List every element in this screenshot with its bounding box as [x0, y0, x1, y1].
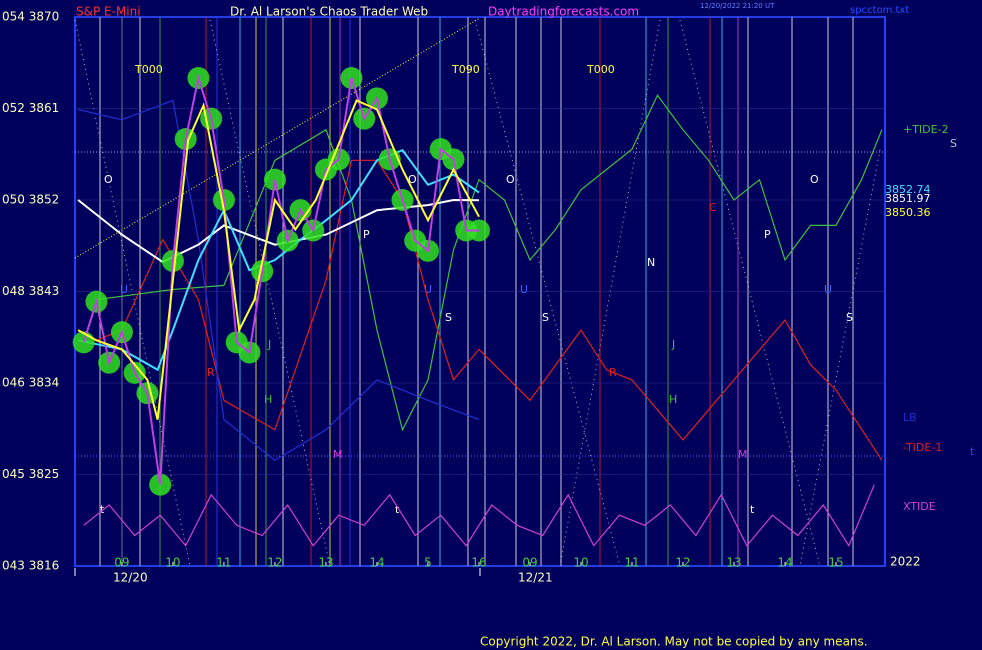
series-label: -TIDE-1	[903, 441, 942, 454]
annotation: J	[671, 338, 675, 351]
diagonal-line	[799, 149, 881, 567]
annotation: N	[647, 256, 655, 269]
site: Daytradingforecasts.com	[488, 5, 639, 19]
annotation: t	[395, 503, 400, 516]
annotation: O	[506, 173, 515, 186]
annotation: O	[810, 173, 819, 186]
series-label: XTIDE	[903, 500, 936, 513]
x-tick-label: 13	[318, 556, 333, 570]
last-value: 3850.36	[885, 206, 931, 219]
series	[96, 159, 883, 461]
annotation: S	[950, 137, 957, 150]
y-tick-label: 045 3825	[2, 467, 59, 481]
x-tick-label: 10	[165, 556, 180, 570]
y-tick-label: 050 3852	[2, 193, 59, 207]
annotation: t	[970, 445, 975, 458]
series-line	[77, 99, 480, 462]
diagonal-line	[209, 19, 331, 567]
series-line	[83, 484, 875, 548]
annotation: U	[824, 283, 832, 296]
series-line	[77, 99, 480, 420]
date-label: 12/21	[518, 571, 553, 585]
annotation: R	[207, 366, 215, 379]
x-tick-label: 11	[216, 556, 231, 570]
x-tick-label: 14	[777, 556, 792, 570]
annotation: U	[520, 283, 528, 296]
x-tick-label: 5	[424, 556, 432, 570]
x-tick-label: 15	[828, 556, 843, 570]
annotation: S	[542, 311, 549, 324]
annotation: T000	[134, 63, 163, 76]
series-line	[96, 159, 883, 461]
diagonal-line	[474, 19, 621, 567]
series	[77, 99, 480, 462]
annotation: U	[120, 283, 128, 296]
last-value: 3851.97	[885, 192, 931, 205]
x-tick-label: 16	[471, 556, 486, 570]
annotation: t	[100, 503, 105, 516]
annotation: H	[264, 393, 272, 406]
x-tick-label: 11	[624, 556, 639, 570]
y-tick-label: 048 3843	[2, 284, 59, 298]
series	[83, 484, 875, 548]
annotation: S	[846, 311, 853, 324]
x-tick-label: 12	[267, 556, 282, 570]
annotation: O	[408, 173, 417, 186]
series	[72, 67, 490, 496]
file-name: spcctom.txt	[850, 5, 909, 16]
annotation: T000	[586, 63, 615, 76]
annotation: J	[267, 338, 271, 351]
annotation: U	[424, 283, 432, 296]
annotation: C	[709, 201, 717, 214]
annotation: H	[669, 393, 677, 406]
series-label: +TIDE-2	[903, 123, 949, 136]
annotation: P	[764, 228, 771, 241]
copyright: Copyright 2022, Dr. Al Larson. May not b…	[480, 635, 868, 649]
x-tick-label: 14	[369, 556, 384, 570]
annotation: P	[363, 228, 370, 241]
chart-title: Dr. Al Larson's Chaos Trader Web	[230, 5, 428, 19]
last-value: 3852.74	[885, 183, 931, 196]
y-tick-label: 052 3861	[2, 101, 59, 115]
date-label: 12/20	[113, 571, 148, 585]
y-tick-label: 043 3816	[2, 559, 59, 573]
instrument: S&P E-Mini	[76, 5, 141, 19]
date-label: 2022	[890, 555, 921, 569]
annotation: M	[738, 448, 748, 461]
x-tick-label: 10	[573, 556, 588, 570]
annotation: S	[445, 311, 452, 324]
x-tick-label: 12	[675, 556, 690, 570]
x-tick-label: 09	[114, 556, 129, 570]
y-tick-label: 046 3834	[2, 376, 59, 390]
annotation: M	[333, 448, 343, 461]
series-label: LB	[903, 411, 917, 424]
x-tick-label: 13	[726, 556, 741, 570]
y-tick-label: 054 3870	[2, 10, 59, 24]
x-tick-label: 09	[522, 556, 537, 570]
annotation: t	[750, 503, 755, 516]
annotation: T090	[451, 63, 480, 76]
series	[77, 99, 480, 420]
timestamp: 12/20/2022 21:20 UT	[700, 2, 775, 10]
trend-line	[74, 17, 481, 259]
annotation: O	[104, 173, 113, 186]
price-blob	[72, 331, 95, 354]
